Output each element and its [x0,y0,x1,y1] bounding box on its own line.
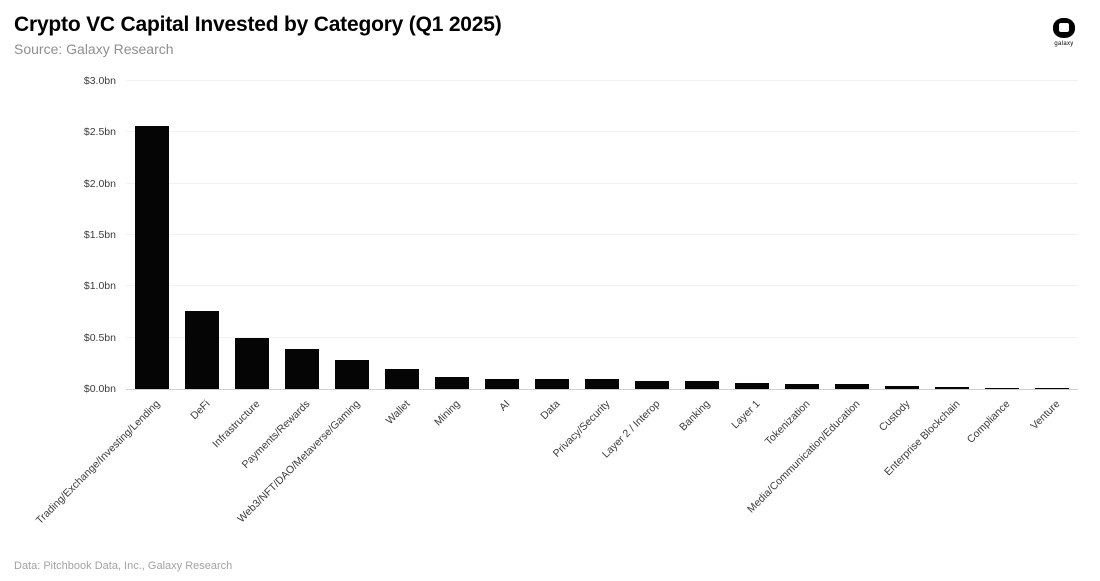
galaxy-logo: galaxy [1044,18,1084,47]
gridline [126,336,1078,338]
bar-privacy-security [585,379,619,389]
galaxy-logo-label: galaxy [1054,41,1074,47]
bar-payments-rewards [285,349,319,389]
bar-layer-1 [735,383,769,389]
plot-area: $0.0bn $0.5bn $1.0bn $1.5bn $2.0bn $2.5bn $3.0… [34,75,1078,527]
bar-defi [185,311,219,389]
bar-layer-2-interop [635,381,669,389]
bar-wallet [385,369,419,389]
bar-infrastructure [235,338,269,389]
bar-mining [435,377,469,389]
header: Crypto VC Capital Invested by Category (… [14,12,502,57]
chart-title: Crypto VC Capital Invested by Category (… [14,13,502,36]
bar-trading-exchange-investing-lending [135,126,169,389]
chart-subtitle: Source: Galaxy Research [14,41,174,58]
bar-ai [485,379,519,389]
bar-data [535,379,569,389]
y-axis-tick-label: $2.5bn [83,126,116,139]
galaxy-logo-icon [1053,18,1075,38]
gridline [126,131,1078,133]
gridline [126,285,1078,287]
data-credit: Data: Pitchbook Data, Inc., Galaxy Resea… [14,560,233,572]
y-axis-tick-label: $3.0bn [83,75,116,87]
y-axis-tick-label: $0.0bn [83,383,116,395]
y-axis-tick-label: $2.0bn [83,177,116,190]
bar-custody [885,386,919,389]
bar-venture [1035,388,1069,389]
bar-banking [685,381,719,389]
bar-web3-nft-dao-metaverse-gaming [335,360,369,389]
gridline [126,182,1078,184]
y-axis-tick-label: $1.5bn [83,229,116,241]
x-axis-category-label: Trading/Exchange/Investing/Lending [33,398,163,527]
y-axis-tick-label: $0.5bn [83,331,116,344]
y-axis-tick-label: $1.0bn [83,280,116,293]
bar-compliance [985,388,1019,389]
bar-tokenization [785,384,819,389]
x-axis-line [126,389,1078,390]
gridline [126,234,1078,235]
gridline [126,80,1078,81]
bar-media-communication-education [835,384,869,389]
bar-enterprise-blockchain [935,387,969,389]
